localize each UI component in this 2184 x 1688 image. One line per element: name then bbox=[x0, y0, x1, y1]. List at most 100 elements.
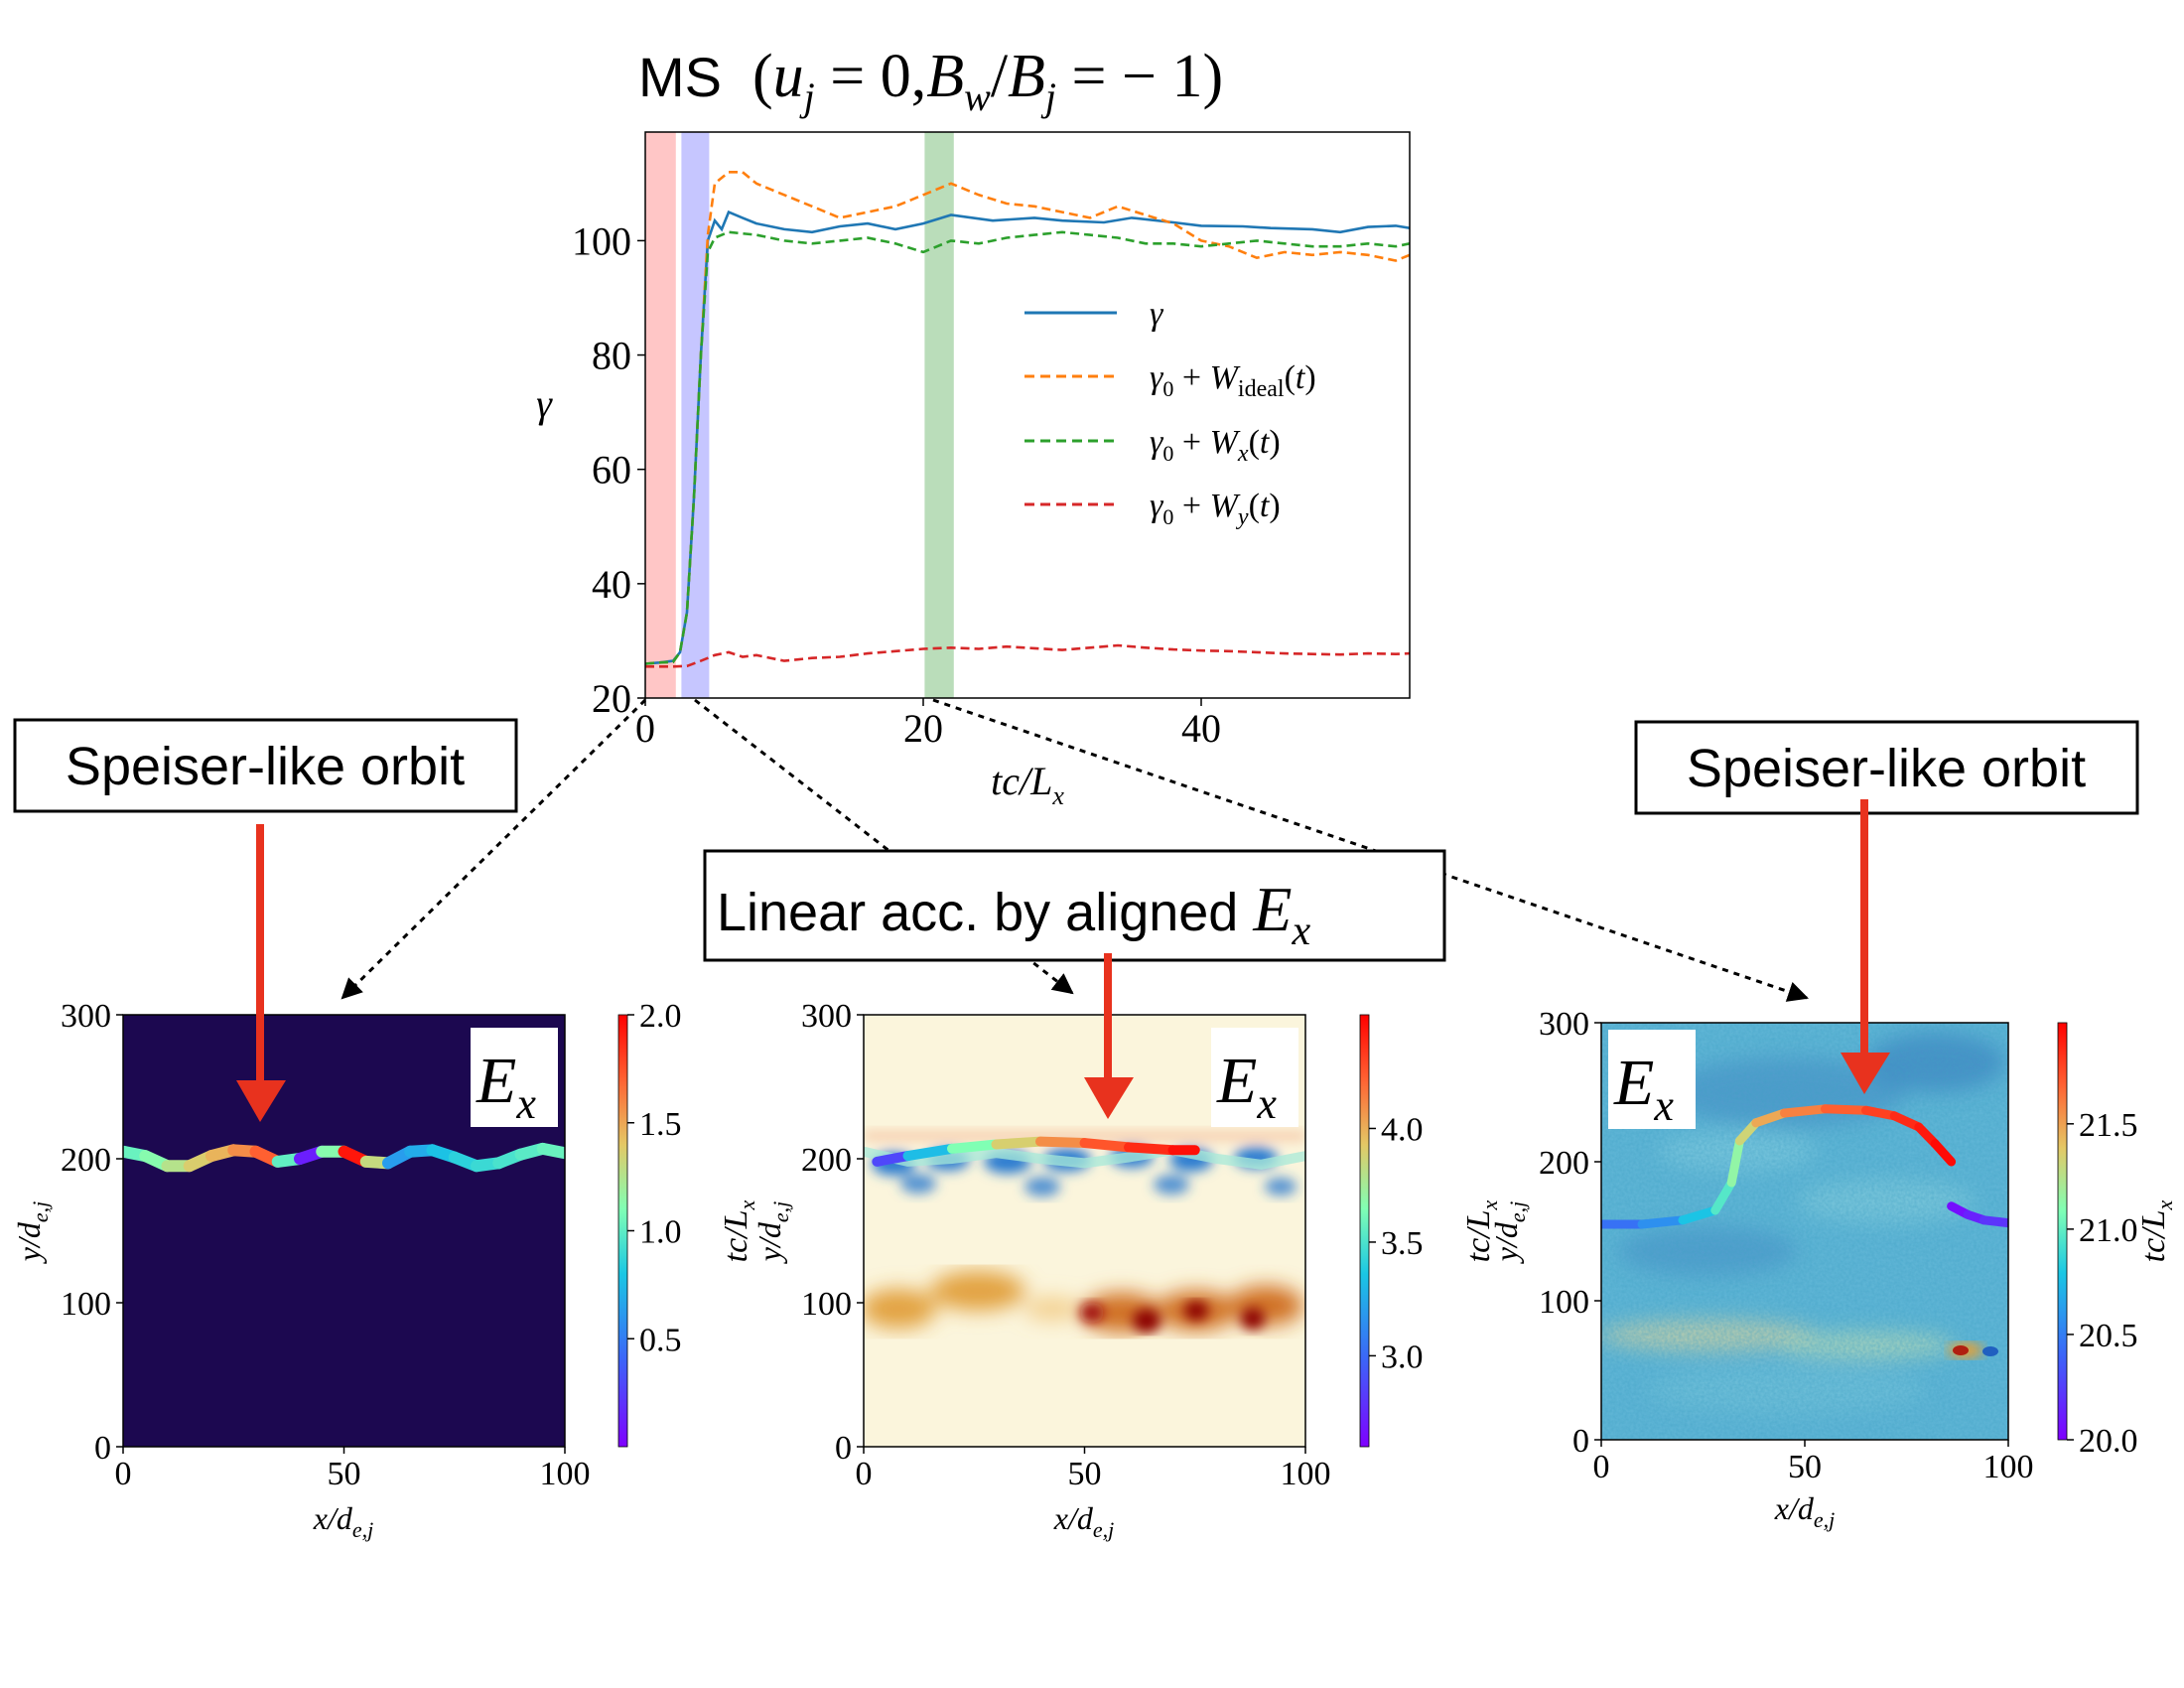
colorbar-label: tc/Lx bbox=[718, 1199, 759, 1262]
field-hotspots bbox=[1080, 1301, 1265, 1333]
x-tick-label: 0 bbox=[856, 1456, 873, 1492]
ex-label-panel2: Ex bbox=[1211, 1028, 1298, 1128]
colorbar-gradient bbox=[1360, 1015, 1369, 1447]
orbit-trajectory bbox=[872, 1136, 1200, 1167]
orbit-segment bbox=[1889, 1111, 1924, 1132]
x-tick-label: 50 bbox=[1788, 1449, 1822, 1485]
orbit-segment bbox=[902, 1143, 957, 1162]
orbit-segment bbox=[1821, 1104, 1870, 1115]
colorbar-label: tc/Lx bbox=[2135, 1199, 2177, 1262]
x-tick-label: 0 bbox=[1593, 1449, 1610, 1485]
time-window-bands bbox=[645, 132, 954, 698]
time-band-2 bbox=[924, 132, 954, 698]
colorbar-tick-label: 21.0 bbox=[2079, 1212, 2138, 1249]
orbit-segment bbox=[991, 1136, 1045, 1150]
orbit-trajectory bbox=[123, 1142, 565, 1173]
red-arrows bbox=[236, 799, 1890, 1122]
current-sheet-lower bbox=[864, 1271, 1303, 1333]
x-tick-label: 50 bbox=[328, 1456, 361, 1492]
x-tick-label: 100 bbox=[1983, 1449, 2034, 1485]
label-box bbox=[471, 1028, 558, 1127]
ex-label-panel1: Ex bbox=[471, 1028, 558, 1128]
annotation-text: Linear acc. by aligned Ex bbox=[717, 874, 1310, 954]
field-structures bbox=[1601, 1023, 2008, 1440]
colorbar-tick-label: 20.5 bbox=[2079, 1318, 2138, 1354]
y-tick-label: 100 bbox=[61, 1286, 111, 1323]
colorbar-ticks: 20.0 20.5 21.0 21.5 bbox=[2067, 1107, 2138, 1460]
colorbar-tick-label: 4.0 bbox=[1381, 1111, 1424, 1148]
y-tick-label: 100 bbox=[572, 218, 631, 263]
y-tick-label: 60 bbox=[592, 448, 631, 492]
colorbar-panel1: 0.5 1.0 1.5 2.0 tc/Lx bbox=[617, 998, 759, 1448]
orbit-segment bbox=[1979, 1215, 2008, 1228]
colorbar-panel3: 20.0 20.5 21.0 21.5 tc/Lx bbox=[2057, 1022, 2177, 1460]
ghost-orbit-line bbox=[864, 1145, 1305, 1170]
x-tick-label: 50 bbox=[1068, 1456, 1102, 1492]
annotation-middle: Linear acc. by aligned Ex bbox=[703, 849, 1446, 962]
y-tick-label: 0 bbox=[835, 1430, 852, 1467]
y-tick-label: 0 bbox=[1572, 1423, 1589, 1460]
orbit-segment bbox=[536, 1142, 565, 1160]
chart-series bbox=[645, 171, 1410, 668]
x-tick-label: 100 bbox=[540, 1456, 591, 1492]
colorbar-panel2: 3.0 3.5 4.0 tc/Lx bbox=[1359, 1014, 1502, 1448]
orbit-segment bbox=[1710, 1178, 1736, 1215]
chart-legend: γ γ0 + Wideal(t) γ0 + Wx(t) γ0 + Wy(t) bbox=[1024, 296, 1316, 530]
series-line-0 bbox=[645, 210, 1410, 665]
label-box bbox=[1211, 1028, 1298, 1127]
colorbar-tick-label: 21.5 bbox=[2079, 1107, 2138, 1144]
colorbar-tick-label: 3.5 bbox=[1381, 1225, 1424, 1262]
x-tick-label: 0 bbox=[115, 1456, 132, 1492]
orbit-segment bbox=[1678, 1205, 1720, 1225]
figure-title: MS (uj = 0,Bw/Bj = − 1) bbox=[638, 43, 1223, 119]
time-band-1 bbox=[681, 132, 710, 698]
colorbar-tick-label: 20.0 bbox=[2079, 1423, 2138, 1460]
colorbar-tick-label: 0.5 bbox=[639, 1322, 682, 1358]
y-tick-label: 300 bbox=[61, 998, 111, 1035]
y-tick-label: 200 bbox=[1539, 1145, 1589, 1182]
orbit-segment bbox=[1861, 1105, 1899, 1121]
y-tick-label: 20 bbox=[592, 676, 631, 721]
y-tick-label: 200 bbox=[801, 1142, 852, 1179]
title-math: (uj = 0,Bw/Bj = − 1) bbox=[752, 43, 1223, 119]
colorbar-label: tc/Lx bbox=[1460, 1199, 1502, 1262]
orbit-segment bbox=[1637, 1215, 1688, 1229]
colorbar-tick-label: 1.0 bbox=[639, 1214, 682, 1251]
annotation-left: Speiser-like orbit bbox=[13, 718, 518, 813]
panel-3-heatmap: 0 50 100 0 100 200 300 bbox=[1539, 1006, 2034, 1485]
y-tick-label: 200 bbox=[61, 1142, 111, 1179]
annotation-right: Speiser-like orbit bbox=[1634, 720, 2139, 815]
legend-label-wx: γ0 + Wx(t) bbox=[1150, 424, 1281, 467]
y-tick-label: 100 bbox=[1539, 1284, 1589, 1321]
panel-axes: 0 50 100 0 100 200 300 bbox=[61, 998, 591, 1492]
colorbar-frame bbox=[2057, 1022, 2068, 1441]
x-axis-label: tc/Lx bbox=[991, 759, 1064, 810]
label-box bbox=[1608, 1030, 1696, 1129]
orbit-segment bbox=[947, 1139, 1002, 1154]
field-hotspot bbox=[1948, 1342, 1998, 1358]
x-tick-label: 100 bbox=[1281, 1456, 1331, 1492]
annotation-box bbox=[1634, 720, 2139, 815]
x-tick-label: 40 bbox=[1181, 706, 1221, 751]
orbit-segment bbox=[872, 1151, 913, 1167]
orbit-segment bbox=[1930, 1139, 1957, 1167]
panel-axes: 0 50 100 0 100 200 300 bbox=[1539, 1006, 2034, 1485]
orbit-segment bbox=[1751, 1108, 1789, 1128]
annotation-text: Speiser-like orbit bbox=[66, 737, 465, 796]
time-band-0 bbox=[645, 132, 676, 698]
annotation-text: Speiser-like orbit bbox=[1687, 739, 2086, 798]
legend-label-ideal: γ0 + Wideal(t) bbox=[1150, 359, 1316, 402]
panel-axes: 0 50 100 0 100 200 300 bbox=[801, 998, 1331, 1492]
y-tick-label: 300 bbox=[1539, 1006, 1589, 1043]
orbit-segment bbox=[1124, 1142, 1178, 1156]
series-line-2 bbox=[645, 230, 1410, 665]
orbit-segment bbox=[1035, 1136, 1090, 1149]
y-tick-label: 100 bbox=[801, 1286, 852, 1323]
orbit-segment bbox=[1079, 1138, 1134, 1153]
panel2-x-label: x/de,j bbox=[1053, 1500, 1114, 1542]
y-tick-label: 0 bbox=[94, 1430, 111, 1467]
red-arrow-panel1 bbox=[236, 824, 286, 1122]
x-tick-label: 20 bbox=[903, 706, 943, 751]
plot-frame bbox=[644, 131, 1411, 699]
